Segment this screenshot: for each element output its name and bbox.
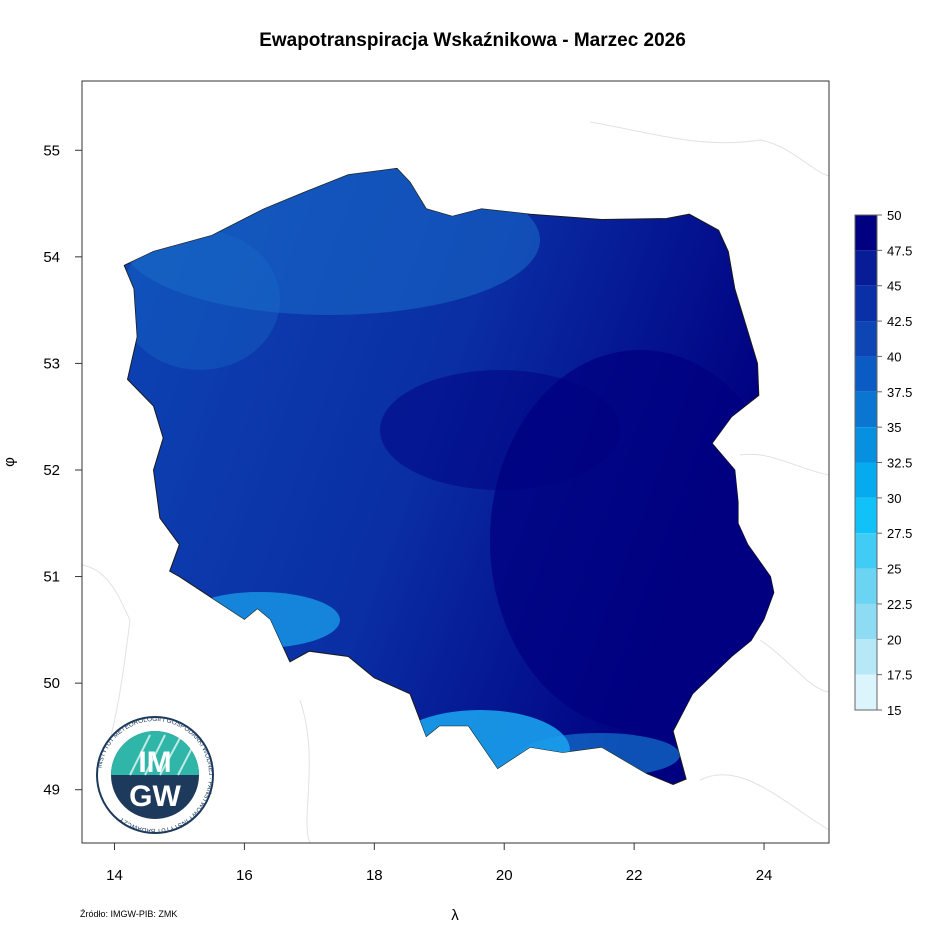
legend-label: 32.5 (887, 456, 912, 471)
legend-swatch (855, 462, 877, 498)
neighbour-borders (82, 121, 829, 843)
logo-text-gw: GW (129, 780, 181, 813)
legend-label: 37.5 (887, 385, 912, 400)
y-tick-label: 50 (43, 675, 60, 692)
region-north-west (124, 230, 280, 370)
y-tick-label: 51 (43, 569, 60, 586)
legend-swatch (855, 356, 877, 392)
region-bieszczady (520, 733, 680, 777)
x-tick-label: 16 (236, 867, 253, 884)
x-tick-label: 14 (106, 867, 123, 884)
y-tick-label: 52 (43, 462, 60, 479)
legend-swatch (855, 250, 877, 286)
legend-label: 47.5 (887, 243, 912, 258)
y-tick-label: 53 (43, 355, 60, 372)
legend-swatch (855, 568, 877, 604)
legend-label: 45 (887, 279, 901, 294)
legend-swatch (855, 285, 877, 322)
y-tick-label: 49 (43, 782, 60, 799)
region-sudety (180, 592, 340, 648)
y-tick-label: 54 (43, 249, 60, 266)
legend-label: 20 (887, 632, 901, 647)
legend-label: 40 (887, 349, 901, 364)
logo-text-im: IM (138, 746, 171, 779)
source-note: Źródło: IMGW-PIB: ZMK (80, 909, 178, 919)
legend-label: 25 (887, 562, 901, 577)
legend-swatch (855, 321, 877, 357)
legend-swatch (855, 533, 877, 569)
legend-label: 17.5 (887, 668, 912, 683)
legend-label: 27.5 (887, 526, 912, 541)
legend-swatch (855, 497, 877, 534)
legend-swatch (855, 391, 877, 428)
y-axis: 49 50 51 52 53 54 55 (43, 142, 82, 799)
legend-label: 50 (887, 208, 901, 223)
x-tick-label: 22 (626, 867, 643, 884)
region-tatra (390, 710, 570, 785)
legend-swatch (855, 639, 877, 675)
legend-swatch (855, 674, 877, 710)
legend-label: 30 (887, 491, 901, 506)
imgw-logo: IM GW INSTYTUT METEOROLOGII I GOSPODARKI… (96, 716, 214, 834)
legend-label: 15 (887, 703, 901, 718)
x-tick-label: 20 (496, 867, 513, 884)
y-tick-label: 55 (43, 142, 60, 159)
x-axis-label: λ (451, 907, 459, 924)
legend-swatch (855, 215, 877, 251)
legend-label: 35 (887, 420, 901, 435)
map-title: Ewapotranspiracja Wskaźnikowa - Marzec 2… (259, 30, 686, 51)
plot-frame (81, 80, 830, 844)
x-tick-label: 24 (756, 867, 773, 884)
color-legend: 50 47.5 45 42.5 40 37.5 35 32.5 30 27.5 25 22.5 20 17… (854, 208, 912, 718)
legend-label: 22.5 (887, 597, 912, 612)
legend-swatch (855, 603, 877, 640)
x-tick-label: 18 (366, 867, 383, 884)
legend-label: 42.5 (887, 314, 912, 329)
x-axis: 14 16 18 20 22 24 (106, 843, 772, 884)
y-axis-label: φ (1, 457, 18, 467)
poland-map (123, 167, 775, 785)
region-central-east (380, 370, 620, 490)
legend-swatch (855, 427, 877, 463)
